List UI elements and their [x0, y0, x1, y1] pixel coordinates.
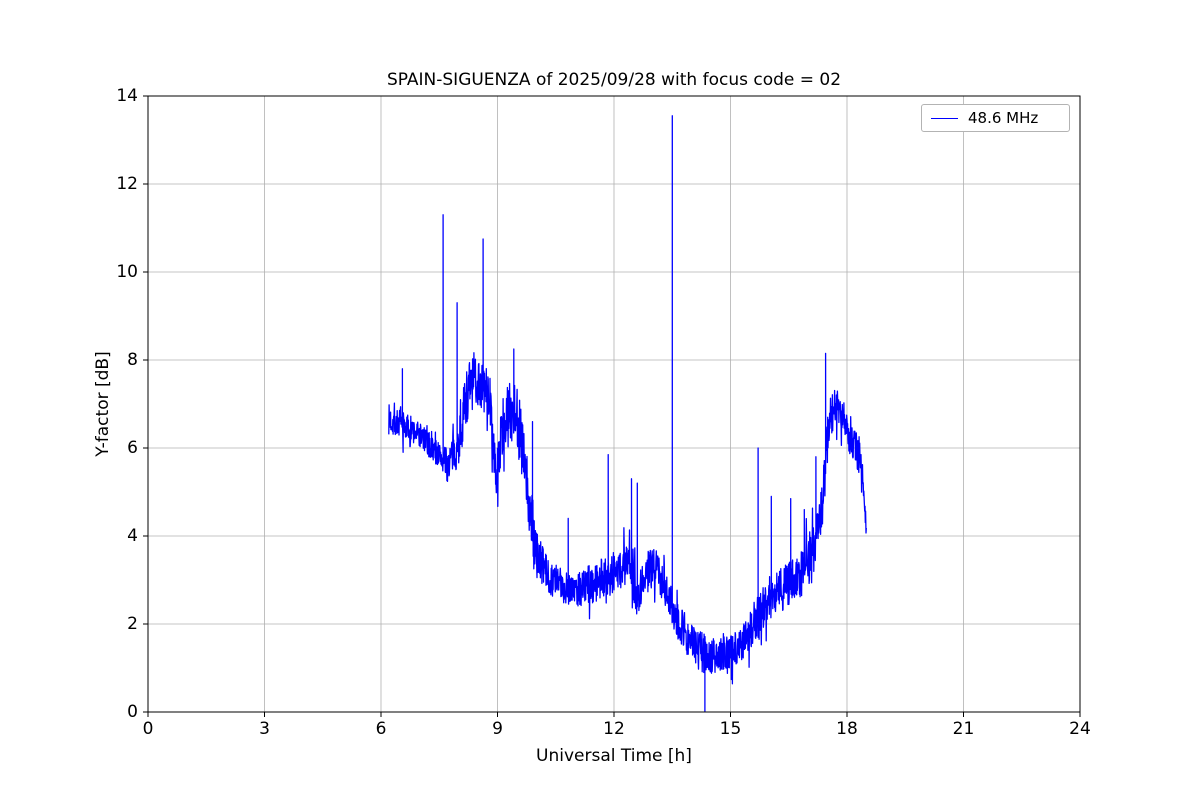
x-axis-label: Universal Time [h]	[536, 746, 692, 766]
y-tick-label: 10	[116, 262, 138, 282]
legend-line-sample	[931, 117, 958, 119]
x-tick-label: 12	[603, 719, 625, 739]
x-tick-label: 3	[259, 719, 270, 739]
x-tick-label: 15	[719, 719, 742, 739]
legend-label: 48.6 MHz	[968, 109, 1039, 127]
y-tick-label: 8	[127, 350, 138, 370]
x-tick-label: 6	[375, 719, 387, 739]
x-tick-label: 21	[952, 719, 975, 739]
y-tick-label: 14	[116, 86, 138, 106]
y-tick-label: 6	[127, 438, 138, 458]
y-tick-labels: 0 2 4 6 8 10 12 14	[0, 0, 140, 800]
y-tick-label: 4	[127, 526, 138, 546]
y-tick-label: 12	[116, 174, 138, 194]
legend: 48.6 MHz	[921, 104, 1070, 132]
chart-title: SPAIN-SIGUENZA of 2025/09/28 with focus …	[386, 70, 842, 90]
x-tick-label: 18	[836, 719, 858, 739]
x-tick-label: 0	[142, 719, 154, 739]
y-tick-label: 0	[127, 702, 138, 722]
y-tick-label: 2	[127, 614, 138, 634]
x-tick-label: 9	[492, 719, 503, 739]
x-tick-label: 24	[1069, 719, 1091, 739]
x-tick-labels: 0 3 6 9 12 15 18 21 24	[0, 719, 1200, 743]
